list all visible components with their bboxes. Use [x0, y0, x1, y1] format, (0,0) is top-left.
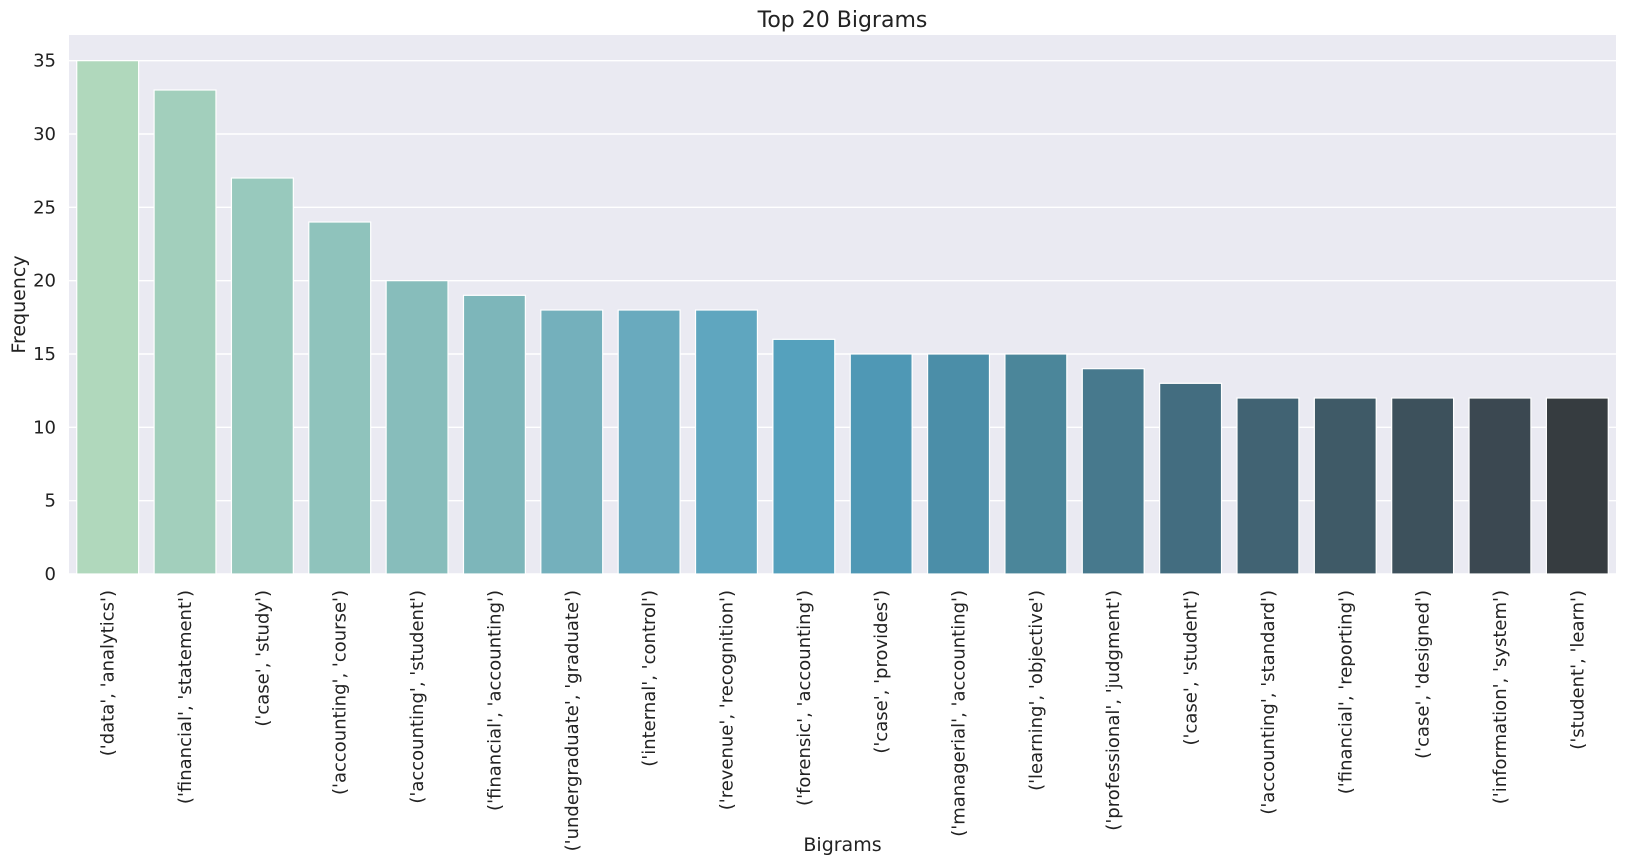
x-tick-label: ('case', 'student'): [1181, 590, 1202, 745]
x-tick-labels: ('data', 'analytics') ('financial', 'stat…: [98, 590, 1589, 851]
y-tick-label: 15: [33, 344, 56, 365]
y-tick-label: 20: [33, 271, 56, 292]
x-axis-title: Bigrams: [803, 834, 881, 856]
bar: [385, 280, 449, 575]
x-tick-label: ('forensic', 'accounting'): [794, 590, 815, 806]
bar: [1313, 397, 1377, 575]
x-tick-label: ('financial', 'statement'): [175, 590, 196, 804]
y-tick-label: 10: [33, 417, 56, 438]
bar: [694, 309, 759, 575]
bar: [926, 353, 991, 575]
bar: [1236, 397, 1300, 575]
y-tick-label: 35: [33, 51, 56, 72]
x-tick-label: ('internal', 'control'): [639, 590, 660, 767]
bar: [76, 60, 140, 575]
x-tick-label: ('information', 'system'): [1490, 590, 1511, 804]
bar: [462, 294, 526, 575]
x-tick-label: ('accounting', 'course'): [330, 590, 351, 795]
x-tick-label: ('revenue', 'recognition'): [716, 590, 737, 810]
x-tick-label: ('undergraduate', 'graduate'): [562, 590, 583, 851]
y-tick-label: 30: [33, 124, 56, 145]
bar: [617, 309, 681, 575]
bar: [540, 309, 604, 575]
y-tick-labels: 0 5 10 15 20 25 30 35: [33, 51, 56, 585]
x-tick-label: ('student', 'learn'): [1567, 590, 1588, 750]
y-axis-title: Frequency: [8, 255, 30, 353]
bar: [230, 177, 294, 575]
chart-title: Top 20 Bigrams: [757, 8, 928, 33]
x-tick-label: ('data', 'analytics'): [98, 590, 119, 756]
x-tick-label: ('learning', 'objective'): [1026, 590, 1047, 791]
bar: [1545, 397, 1609, 575]
bar: [849, 353, 913, 575]
bar: [153, 89, 217, 575]
bars: [76, 60, 1609, 575]
y-tick-label: 5: [45, 491, 56, 512]
x-tick-label: ('accounting', 'standard'): [1258, 590, 1279, 815]
x-tick-label: ('accounting', 'student'): [407, 590, 428, 804]
bar: [308, 221, 372, 575]
bar: [1468, 397, 1532, 575]
x-tick-label: ('financial', 'reporting'): [1335, 590, 1356, 794]
bar: [1081, 368, 1145, 575]
x-tick-label: ('managerial', 'accounting'): [949, 590, 970, 837]
x-tick-label: ('case', 'designed'): [1413, 590, 1434, 759]
y-tick-label: 25: [33, 197, 56, 218]
x-tick-label: ('financial', 'accounting'): [484, 590, 505, 811]
x-tick-label: ('case', 'provides'): [871, 590, 892, 754]
bar: [772, 338, 836, 575]
bar: [1159, 382, 1223, 575]
x-tick-label: ('case', 'study'): [252, 590, 273, 727]
x-tick-label: ('professional', 'judgment'): [1103, 590, 1124, 831]
plot-area: [69, 35, 1616, 574]
bar: [1391, 397, 1455, 575]
bar: [1004, 353, 1068, 575]
y-tick-label: 0: [45, 564, 56, 585]
